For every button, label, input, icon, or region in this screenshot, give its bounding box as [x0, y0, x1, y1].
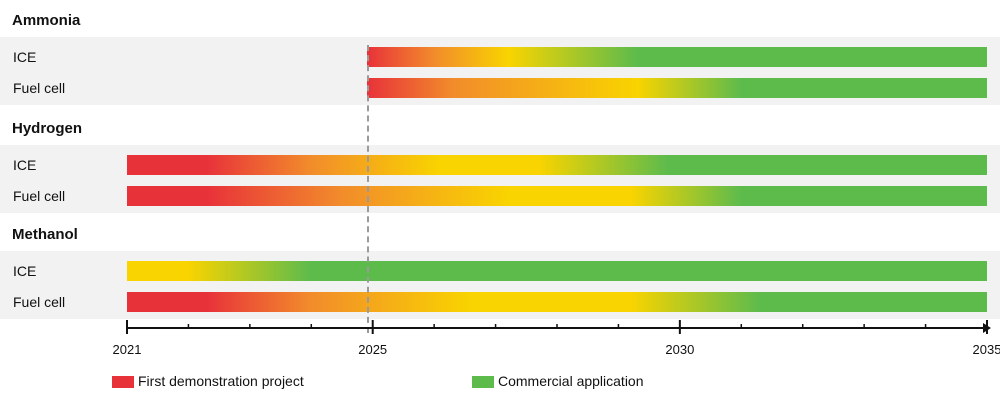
- group-title-hydrogen: Hydrogen: [12, 120, 83, 137]
- row-label: Fuel cell: [13, 294, 66, 310]
- tick-label: 2025: [358, 342, 388, 357]
- row-label: Fuel cell: [13, 188, 66, 204]
- tick-label: 2021: [112, 342, 142, 357]
- timeline-bar: [127, 292, 987, 312]
- legend-label: Commercial application: [498, 373, 644, 389]
- tick-label: 2035: [972, 342, 1000, 357]
- legend-swatch: [112, 376, 134, 388]
- timeline-bar: [127, 186, 987, 206]
- row-label: ICE: [13, 49, 37, 65]
- row-label: ICE: [13, 157, 37, 173]
- timeline-bar: [127, 155, 987, 175]
- tick-label: 2030: [665, 342, 695, 357]
- timeline-bar: [366, 78, 987, 98]
- year-axis: [126, 320, 991, 334]
- row-label: Fuel cell: [13, 80, 66, 96]
- legend-swatch: [472, 376, 494, 388]
- group-title-methanol: Methanol: [12, 226, 78, 243]
- current-time-dashed-line: [366, 45, 369, 333]
- timeline-bar: [127, 261, 987, 281]
- row-label: ICE: [13, 263, 37, 279]
- legend-label: First demonstration project: [138, 373, 304, 389]
- timeline-bar: [366, 47, 987, 67]
- group-title-ammonia: Ammonia: [12, 12, 81, 29]
